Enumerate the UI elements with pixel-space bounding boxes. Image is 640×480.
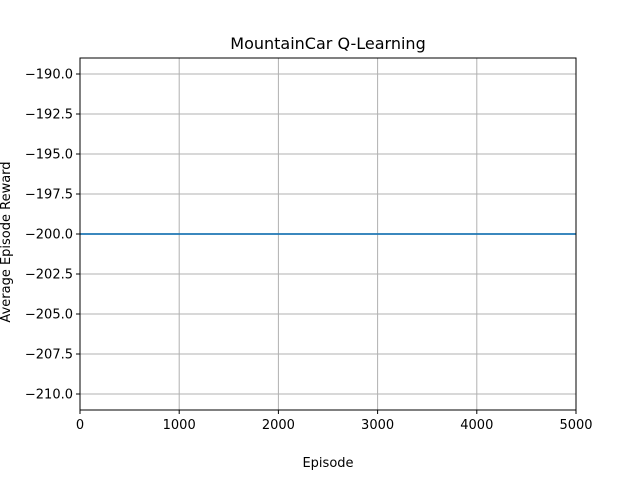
x-tick-label: 2000 (262, 418, 295, 433)
y-tick-label: −192.5 (25, 108, 73, 123)
y-tick-label: −200.0 (25, 228, 73, 243)
y-tick-label: −210.0 (25, 388, 73, 403)
x-tick-label: 4000 (460, 418, 493, 433)
y-tick-label: −205.0 (25, 308, 73, 323)
x-tick-label: 0 (76, 418, 84, 433)
x-axis-ticks: 0 1000 2000 3000 4000 5000 (76, 410, 593, 433)
x-axis-label: Episode (302, 456, 353, 471)
y-tick-label: −195.0 (25, 148, 73, 163)
y-tick-label: −207.5 (25, 348, 73, 363)
chart-title: MountainCar Q-Learning (230, 34, 425, 53)
y-tick-label: −202.5 (25, 268, 73, 283)
x-tick-label: 1000 (163, 418, 196, 433)
y-tick-label: −190.0 (25, 68, 73, 83)
x-tick-label: 3000 (361, 418, 394, 433)
y-tick-label: −197.5 (25, 188, 73, 203)
y-axis-ticks: −190.0 −192.5 −195.0 −197.5 −200.0 −202.5 −205… (25, 68, 80, 403)
y-axis-label: Average Episode Reward (0, 161, 14, 322)
x-tick-label: 5000 (559, 418, 592, 433)
